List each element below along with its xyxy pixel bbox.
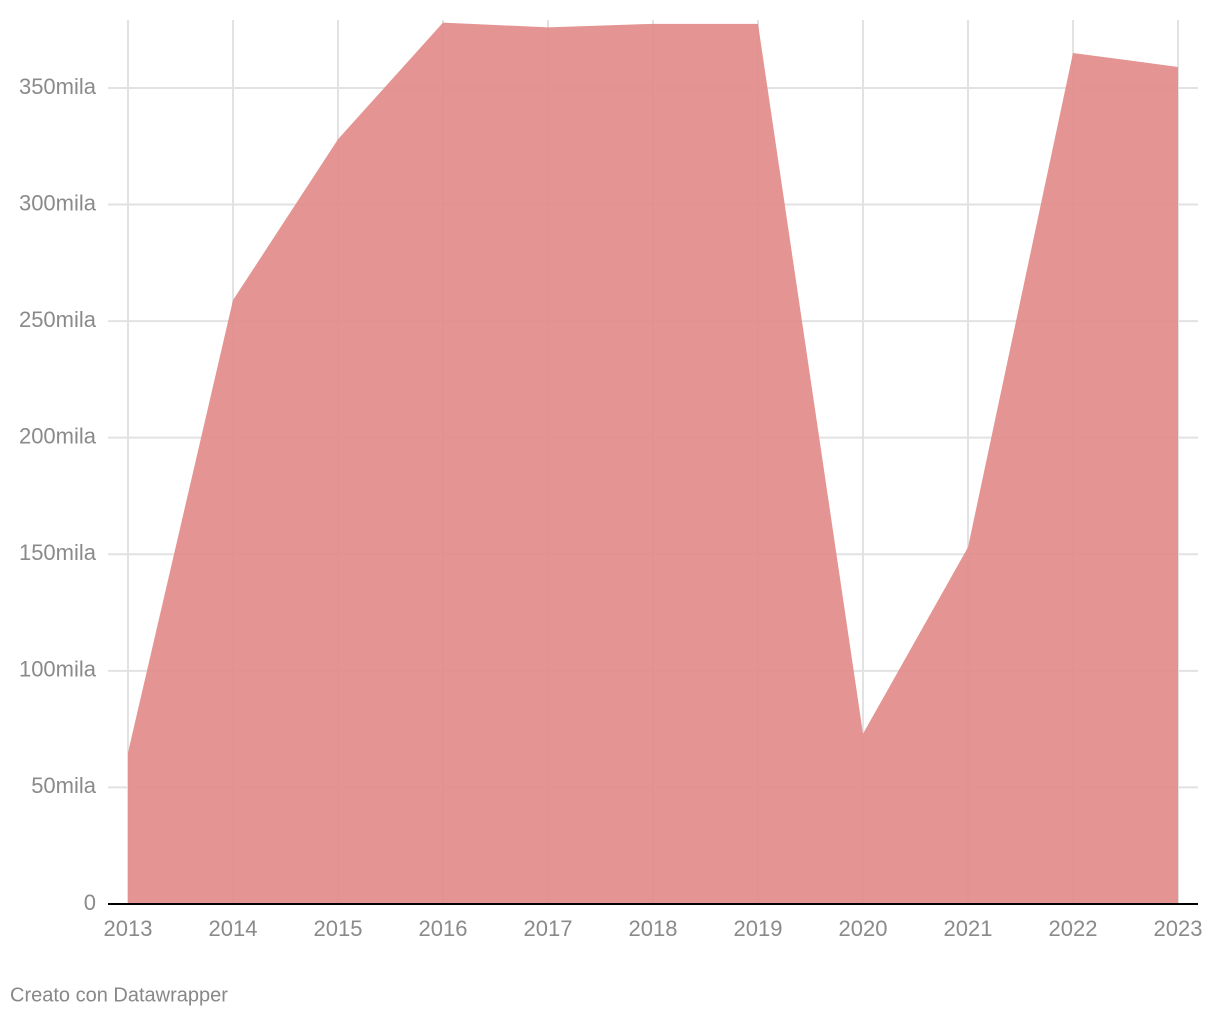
area	[128, 22, 1178, 905]
x-tick-label: 2013	[104, 916, 153, 941]
y-tick-label: 200mila	[19, 423, 97, 448]
x-tick-label: 2023	[1154, 916, 1203, 941]
x-tick-label: 2022	[1049, 916, 1098, 941]
y-tick-label: 100mila	[19, 657, 97, 682]
y-tick-label: 300mila	[19, 190, 97, 215]
y-tick-label: 0	[84, 890, 96, 915]
y-tick-label: 350mila	[19, 74, 97, 99]
y-tick-label: 50mila	[31, 773, 97, 798]
x-tick-label: 2019	[734, 916, 783, 941]
y-tick-label: 250mila	[19, 307, 97, 332]
x-tick-label: 2018	[629, 916, 678, 941]
x-tick-label: 2015	[314, 916, 363, 941]
x-tick-label: 2016	[419, 916, 468, 941]
x-tick-label: 2021	[944, 916, 993, 941]
footer: Creato con Datawrapper	[10, 984, 228, 1006]
x-tick-label: 2014	[209, 916, 258, 941]
x-tick-label: 2017	[524, 916, 573, 941]
x-tick-label: 2020	[839, 916, 888, 941]
y-tick-label: 150mila	[19, 540, 97, 565]
